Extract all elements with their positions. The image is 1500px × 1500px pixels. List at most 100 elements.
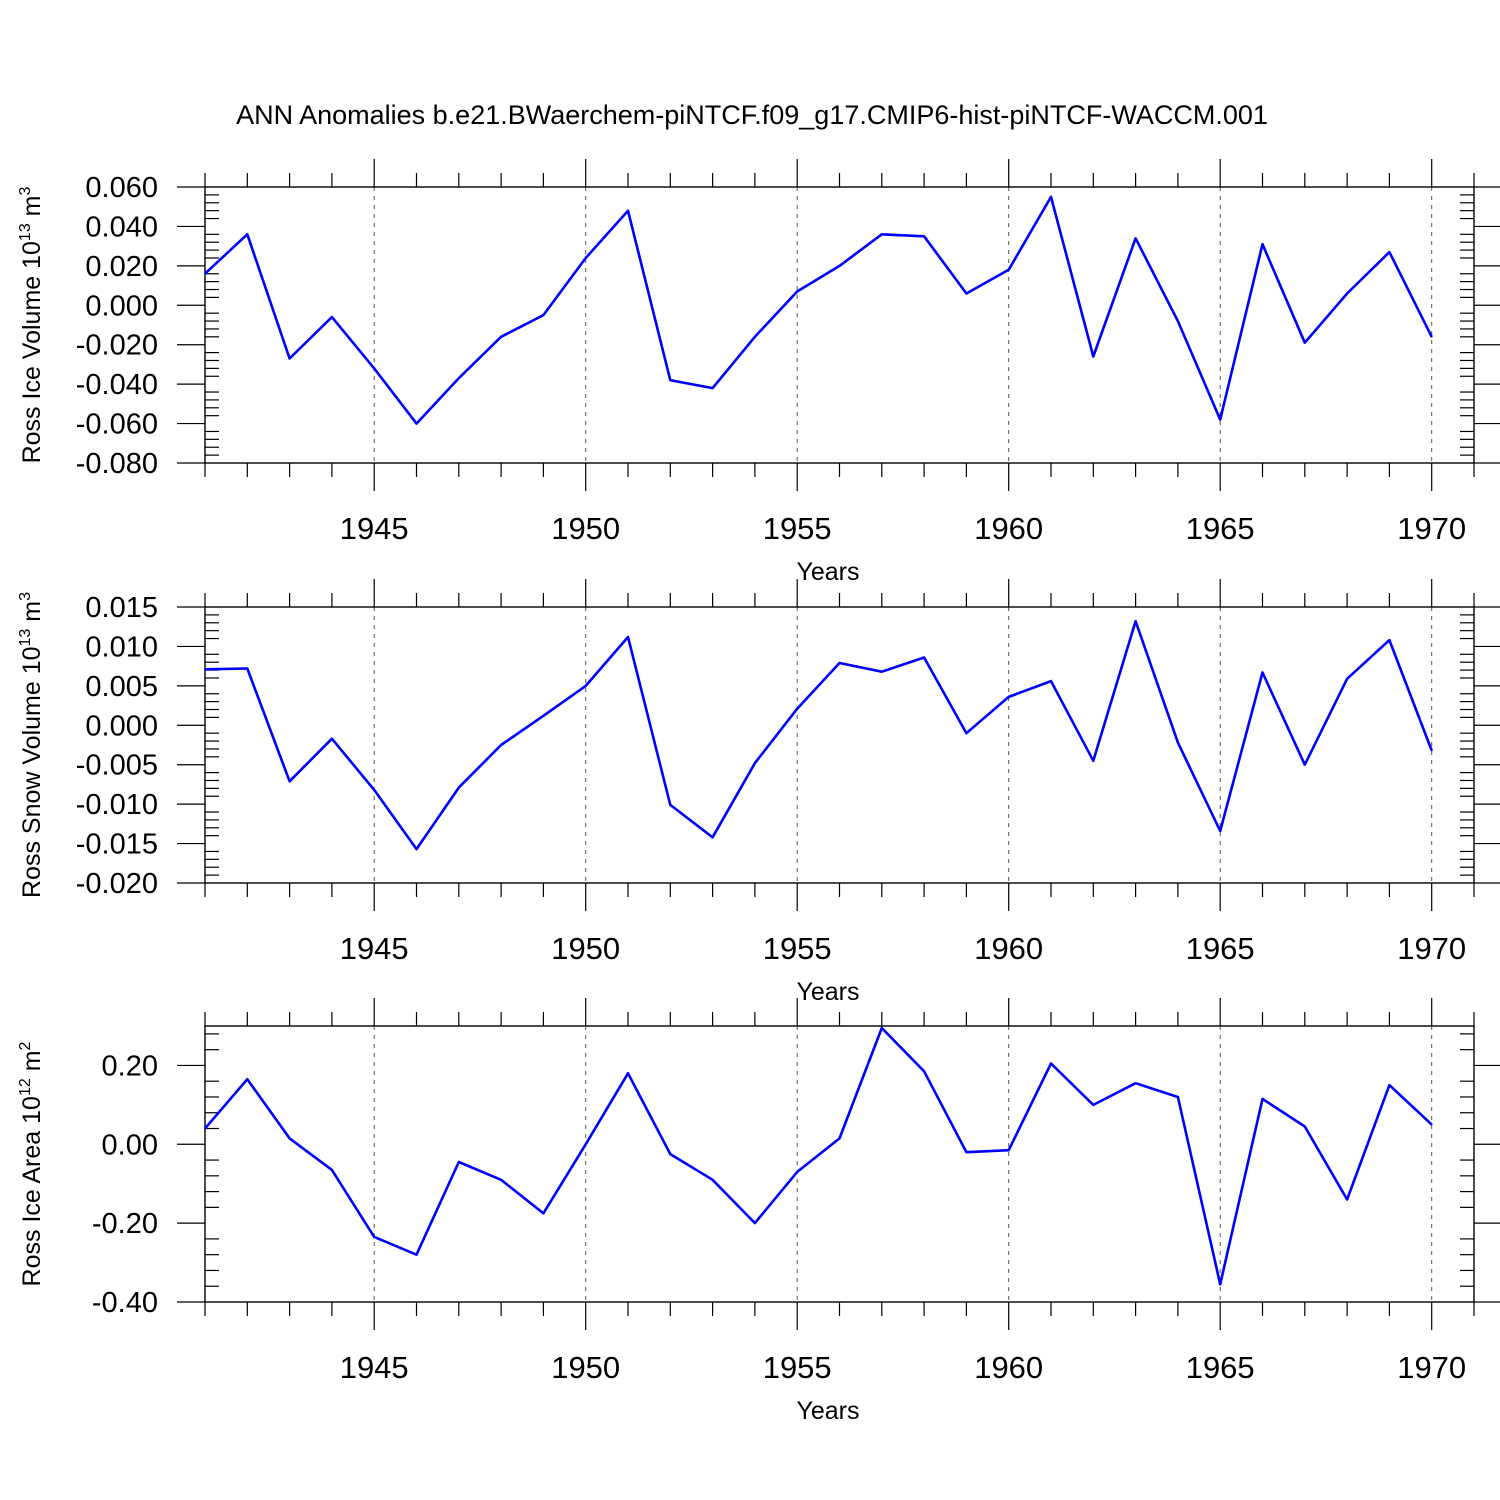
data-point [458, 1161, 460, 1163]
data-point [415, 422, 418, 425]
x-tick-label: 1970 [1397, 511, 1466, 546]
data-point [500, 336, 502, 338]
data-point [1007, 1149, 1010, 1151]
data-point [331, 316, 333, 318]
x-tick-label: 1950 [551, 511, 620, 546]
y-axis-label-exponent: 13 [17, 223, 34, 241]
y-axis-label-main: Ross Ice Area 10 [18, 1096, 46, 1286]
data-point [288, 780, 291, 783]
x-tick-label: 1950 [551, 931, 620, 966]
data-point [1261, 1098, 1264, 1100]
data-point [881, 233, 883, 236]
data-point [246, 233, 249, 236]
x-tick-label: 1945 [340, 931, 409, 966]
y-axis-label-unit-exponent: 2 [17, 1041, 34, 1050]
data-point [1007, 696, 1010, 698]
data-point [711, 387, 714, 389]
x-tick-label: 1945 [340, 511, 409, 546]
plot-frame [204, 606, 1475, 884]
x-tick-label: 1950 [551, 1350, 620, 1385]
y-tick-label: -0.005 [76, 750, 158, 782]
y-tick-label: -0.015 [76, 829, 158, 861]
x-tick-label: 1965 [1186, 1350, 1255, 1385]
data-point [500, 744, 502, 746]
data-point [881, 1027, 883, 1029]
y-tick-label: 0.00 [102, 1129, 158, 1161]
data-point [627, 209, 629, 212]
y-tick-label: -0.020 [76, 330, 158, 362]
data-point [754, 1222, 756, 1224]
y-axis-label-main: Ross Snow Volume 10 [18, 646, 46, 898]
data-point [838, 1137, 841, 1140]
data-point [711, 1178, 714, 1181]
data-point [204, 272, 206, 275]
data-point [1092, 355, 1095, 358]
data-point [923, 235, 925, 238]
y-tick-label: 0.040 [85, 211, 158, 243]
data-point [1092, 759, 1095, 762]
x-axis-label: Years [796, 978, 859, 1006]
data-point [542, 715, 545, 717]
data-point [1388, 1084, 1391, 1086]
data-point [965, 1151, 968, 1153]
x-tick-label: 1970 [1397, 1350, 1466, 1385]
y-tick-label: -0.20 [92, 1208, 158, 1240]
x-tick-label: 1960 [974, 511, 1043, 546]
y-tick-label: 0.010 [85, 631, 158, 663]
x-tick-label: 1965 [1186, 511, 1255, 546]
data-point [923, 1070, 925, 1073]
data-point [373, 789, 376, 791]
y-axis-label-exponent: 13 [17, 629, 34, 647]
data-point [1134, 620, 1137, 622]
data-point [1388, 639, 1391, 641]
data-point [204, 1127, 206, 1130]
panel-1: -0.080 -0.060 -0.040 -0.020 0.000 0.020 0.040 0… [17, 159, 1500, 586]
data-point [1388, 251, 1391, 253]
data-point [1430, 336, 1433, 338]
plot-frame [204, 186, 1475, 464]
y-tick-label: -0.40 [92, 1287, 158, 1319]
plot-frame [204, 1025, 1475, 1303]
series-line [204, 195, 1433, 425]
data-point [1092, 1104, 1095, 1106]
data-point [1261, 243, 1264, 245]
data-point [1304, 763, 1306, 766]
panels: -0.080 -0.060 -0.040 -0.020 0.000 0.020 0.040 0… [17, 159, 1500, 1425]
y-tick-label: -0.020 [76, 868, 158, 900]
data-point [246, 1078, 249, 1081]
y-tick-label: -0.060 [76, 409, 158, 441]
data-point [754, 762, 756, 764]
data-point [754, 336, 756, 338]
data-point [669, 379, 672, 382]
data-point [1050, 196, 1052, 198]
data-point [1177, 320, 1179, 322]
y-tick-label: 0.020 [85, 251, 158, 283]
data-point [965, 292, 968, 295]
data-point [1430, 749, 1433, 752]
y-axis-label-main: Ross Ice Volume 10 [18, 241, 46, 463]
data-point [458, 377, 460, 380]
data-point [1219, 830, 1221, 832]
y-tick-label: 0.015 [85, 592, 158, 624]
data-point [288, 1137, 291, 1140]
data-point [204, 668, 206, 671]
data-point [1177, 1096, 1179, 1098]
data-point [584, 257, 587, 259]
data-point [669, 804, 672, 806]
y-tick-label: -0.010 [76, 789, 158, 821]
x-tick-label: 1970 [1397, 931, 1466, 966]
data-point [923, 656, 925, 659]
data-point [331, 737, 333, 740]
x-tick-label: 1960 [974, 1350, 1043, 1385]
series-line [204, 619, 1433, 851]
y-axis-label: Ross Ice Area 1012 m2 [17, 1041, 46, 1286]
data-point [1219, 1283, 1221, 1286]
data-point [627, 636, 629, 638]
data-point [415, 1253, 418, 1256]
y-tick-label: 0.000 [85, 290, 158, 322]
data-point [965, 732, 968, 734]
data-point [373, 367, 376, 370]
y-tick-label: -0.040 [76, 369, 158, 401]
data-point [796, 1171, 798, 1173]
